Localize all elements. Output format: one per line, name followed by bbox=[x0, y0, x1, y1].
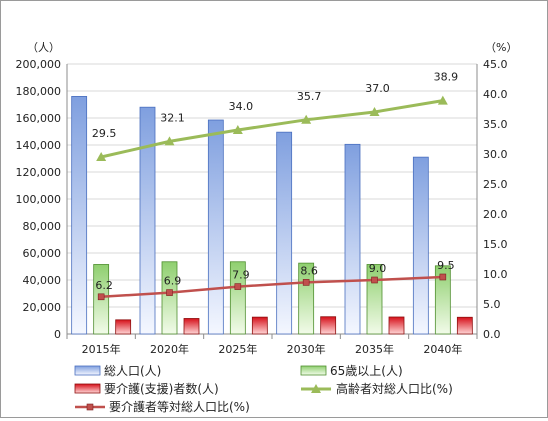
legend-item-elderly-ratio: 高齢者対総人口比(%) bbox=[301, 381, 453, 396]
legend-label: 総人口(人) bbox=[104, 364, 161, 378]
x-axis-tick-label: 2035年 bbox=[355, 342, 394, 356]
axes: 0 20,000 40,000 60,000 80,000 100,000 120,000 1… bbox=[16, 58, 508, 356]
point-elderly-ratio bbox=[96, 152, 107, 161]
data-labels: 29.5 32.1 34.0 35.7 37.0 38.9 6.2 6.9 7.9 8.6 9.0 9… bbox=[92, 71, 458, 292]
right-axis-tick-label: 30.0 bbox=[483, 148, 508, 161]
left-axis-tick-label: 40,000 bbox=[23, 274, 62, 287]
bar-care-recipients bbox=[251, 316, 268, 335]
bar-total-population bbox=[276, 131, 293, 335]
data-label-care-ratio: 7.9 bbox=[232, 269, 250, 282]
x-axis-tick-label: 2025年 bbox=[218, 342, 257, 356]
bar-care-recipients bbox=[183, 318, 200, 335]
point-elderly-ratio bbox=[437, 95, 448, 105]
data-label-elderly-ratio: 37.0 bbox=[365, 82, 390, 95]
bar-total-population bbox=[344, 143, 361, 335]
data-label-care-ratio: 9.0 bbox=[369, 262, 387, 275]
data-label-elderly-ratio: 35.7 bbox=[297, 90, 322, 103]
point-elderly-ratio bbox=[232, 125, 243, 134]
square-marker-icon bbox=[86, 403, 94, 411]
lines bbox=[96, 95, 448, 301]
data-label-elderly-ratio: 29.5 bbox=[92, 127, 117, 140]
point-care-ratio bbox=[371, 276, 378, 284]
x-axis-tick-label: 2030年 bbox=[287, 342, 326, 356]
left-axis-unit: （人） bbox=[27, 41, 60, 54]
point-care-ratio bbox=[166, 289, 173, 296]
legend-label: 高齢者対総人口比(%) bbox=[336, 381, 453, 396]
left-axis-tick-label: 140,000 bbox=[16, 139, 62, 152]
left-axis-tick-label: 200,000 bbox=[16, 58, 62, 71]
right-axis-tick-label: 10.0 bbox=[483, 268, 508, 281]
legend: 総人口(人) 65歳以上(人) 要介護(支援)者数(人) 高齢者対総人口比(%)… bbox=[74, 364, 453, 414]
legend-label: 要介護者等対総人口比(%) bbox=[109, 399, 250, 414]
right-axis-tick-label: 20.0 bbox=[483, 208, 508, 221]
right-axis-unit: （%） bbox=[485, 41, 517, 54]
bar-total-population bbox=[207, 119, 224, 335]
legend-label: 要介護(支援)者数(人) bbox=[104, 381, 219, 396]
right-axis-tick-label: 25.0 bbox=[483, 178, 508, 191]
left-axis-tick-label: 20,000 bbox=[23, 301, 62, 314]
bar-care-recipients bbox=[388, 316, 405, 335]
line-elderly-ratio bbox=[100, 99, 444, 159]
bar-total-population bbox=[71, 96, 88, 335]
left-axis-tick-label: 100,000 bbox=[16, 193, 62, 206]
bar-care-recipients bbox=[320, 316, 337, 335]
bar-care-recipients bbox=[115, 319, 132, 335]
right-axis-tick-label: 35.0 bbox=[483, 118, 508, 131]
bar-total-population bbox=[139, 106, 156, 335]
x-axis-tick-label: 2020年 bbox=[150, 342, 189, 356]
left-axis-tick-label: 180,000 bbox=[16, 85, 62, 98]
line-care-ratio bbox=[101, 275, 443, 299]
point-elderly-ratio bbox=[164, 136, 175, 146]
bar-total-population bbox=[412, 156, 429, 335]
bar-65-and-over bbox=[298, 262, 315, 335]
right-axis-tick-label: 45.0 bbox=[483, 58, 508, 71]
data-label-care-ratio: 9.5 bbox=[437, 259, 455, 272]
bar-care-recipients bbox=[456, 316, 473, 335]
x-axis-tick-label: 2015年 bbox=[82, 342, 121, 356]
gridlines bbox=[67, 63, 477, 335]
legend-label: 65歳以上(人) bbox=[330, 364, 403, 378]
point-care-ratio bbox=[302, 279, 310, 286]
right-axis-tick-label: 40.0 bbox=[483, 88, 508, 101]
data-label-care-ratio: 6.2 bbox=[95, 279, 113, 292]
triangle-marker-icon bbox=[311, 384, 321, 393]
data-label-elderly-ratio: 34.0 bbox=[229, 100, 254, 113]
legend-item-care-recipients: 要介護(支援)者数(人) bbox=[74, 381, 219, 396]
point-elderly-ratio bbox=[369, 107, 380, 116]
data-label-care-ratio: 6.9 bbox=[164, 275, 182, 288]
point-care-ratio bbox=[439, 273, 447, 281]
bar-65-and-over bbox=[366, 264, 383, 335]
left-axis-tick-label: 0 bbox=[54, 328, 61, 341]
data-label-elderly-ratio: 38.9 bbox=[434, 71, 459, 84]
right-axis-tick-label: 15.0 bbox=[483, 238, 508, 251]
bar-65-and-over bbox=[161, 261, 178, 335]
data-label-elderly-ratio: 32.1 bbox=[160, 111, 185, 124]
legend-item-65-and-over: 65歳以上(人) bbox=[300, 364, 403, 378]
legend-item-total-population: 総人口(人) bbox=[74, 364, 161, 378]
left-axis-tick-label: 160,000 bbox=[16, 112, 62, 125]
left-axis-tick-label: 80,000 bbox=[23, 220, 62, 233]
bar-65-and-over bbox=[434, 265, 451, 335]
bar-65-and-over bbox=[229, 261, 246, 335]
legend-item-care-ratio: 要介護者等対総人口比(%) bbox=[75, 399, 250, 414]
point-care-ratio bbox=[234, 283, 242, 290]
right-axis-tick-label: 0.0 bbox=[483, 328, 501, 341]
data-label-care-ratio: 8.6 bbox=[300, 264, 318, 277]
point-elderly-ratio bbox=[301, 114, 312, 124]
left-axis-tick-label: 120,000 bbox=[16, 166, 62, 179]
point-care-ratio bbox=[97, 293, 105, 301]
right-axis-tick-label: 5.0 bbox=[483, 298, 501, 311]
bars bbox=[71, 96, 473, 335]
left-axis-tick-label: 60,000 bbox=[23, 247, 62, 260]
x-axis-tick-label: 2040年 bbox=[423, 342, 462, 356]
